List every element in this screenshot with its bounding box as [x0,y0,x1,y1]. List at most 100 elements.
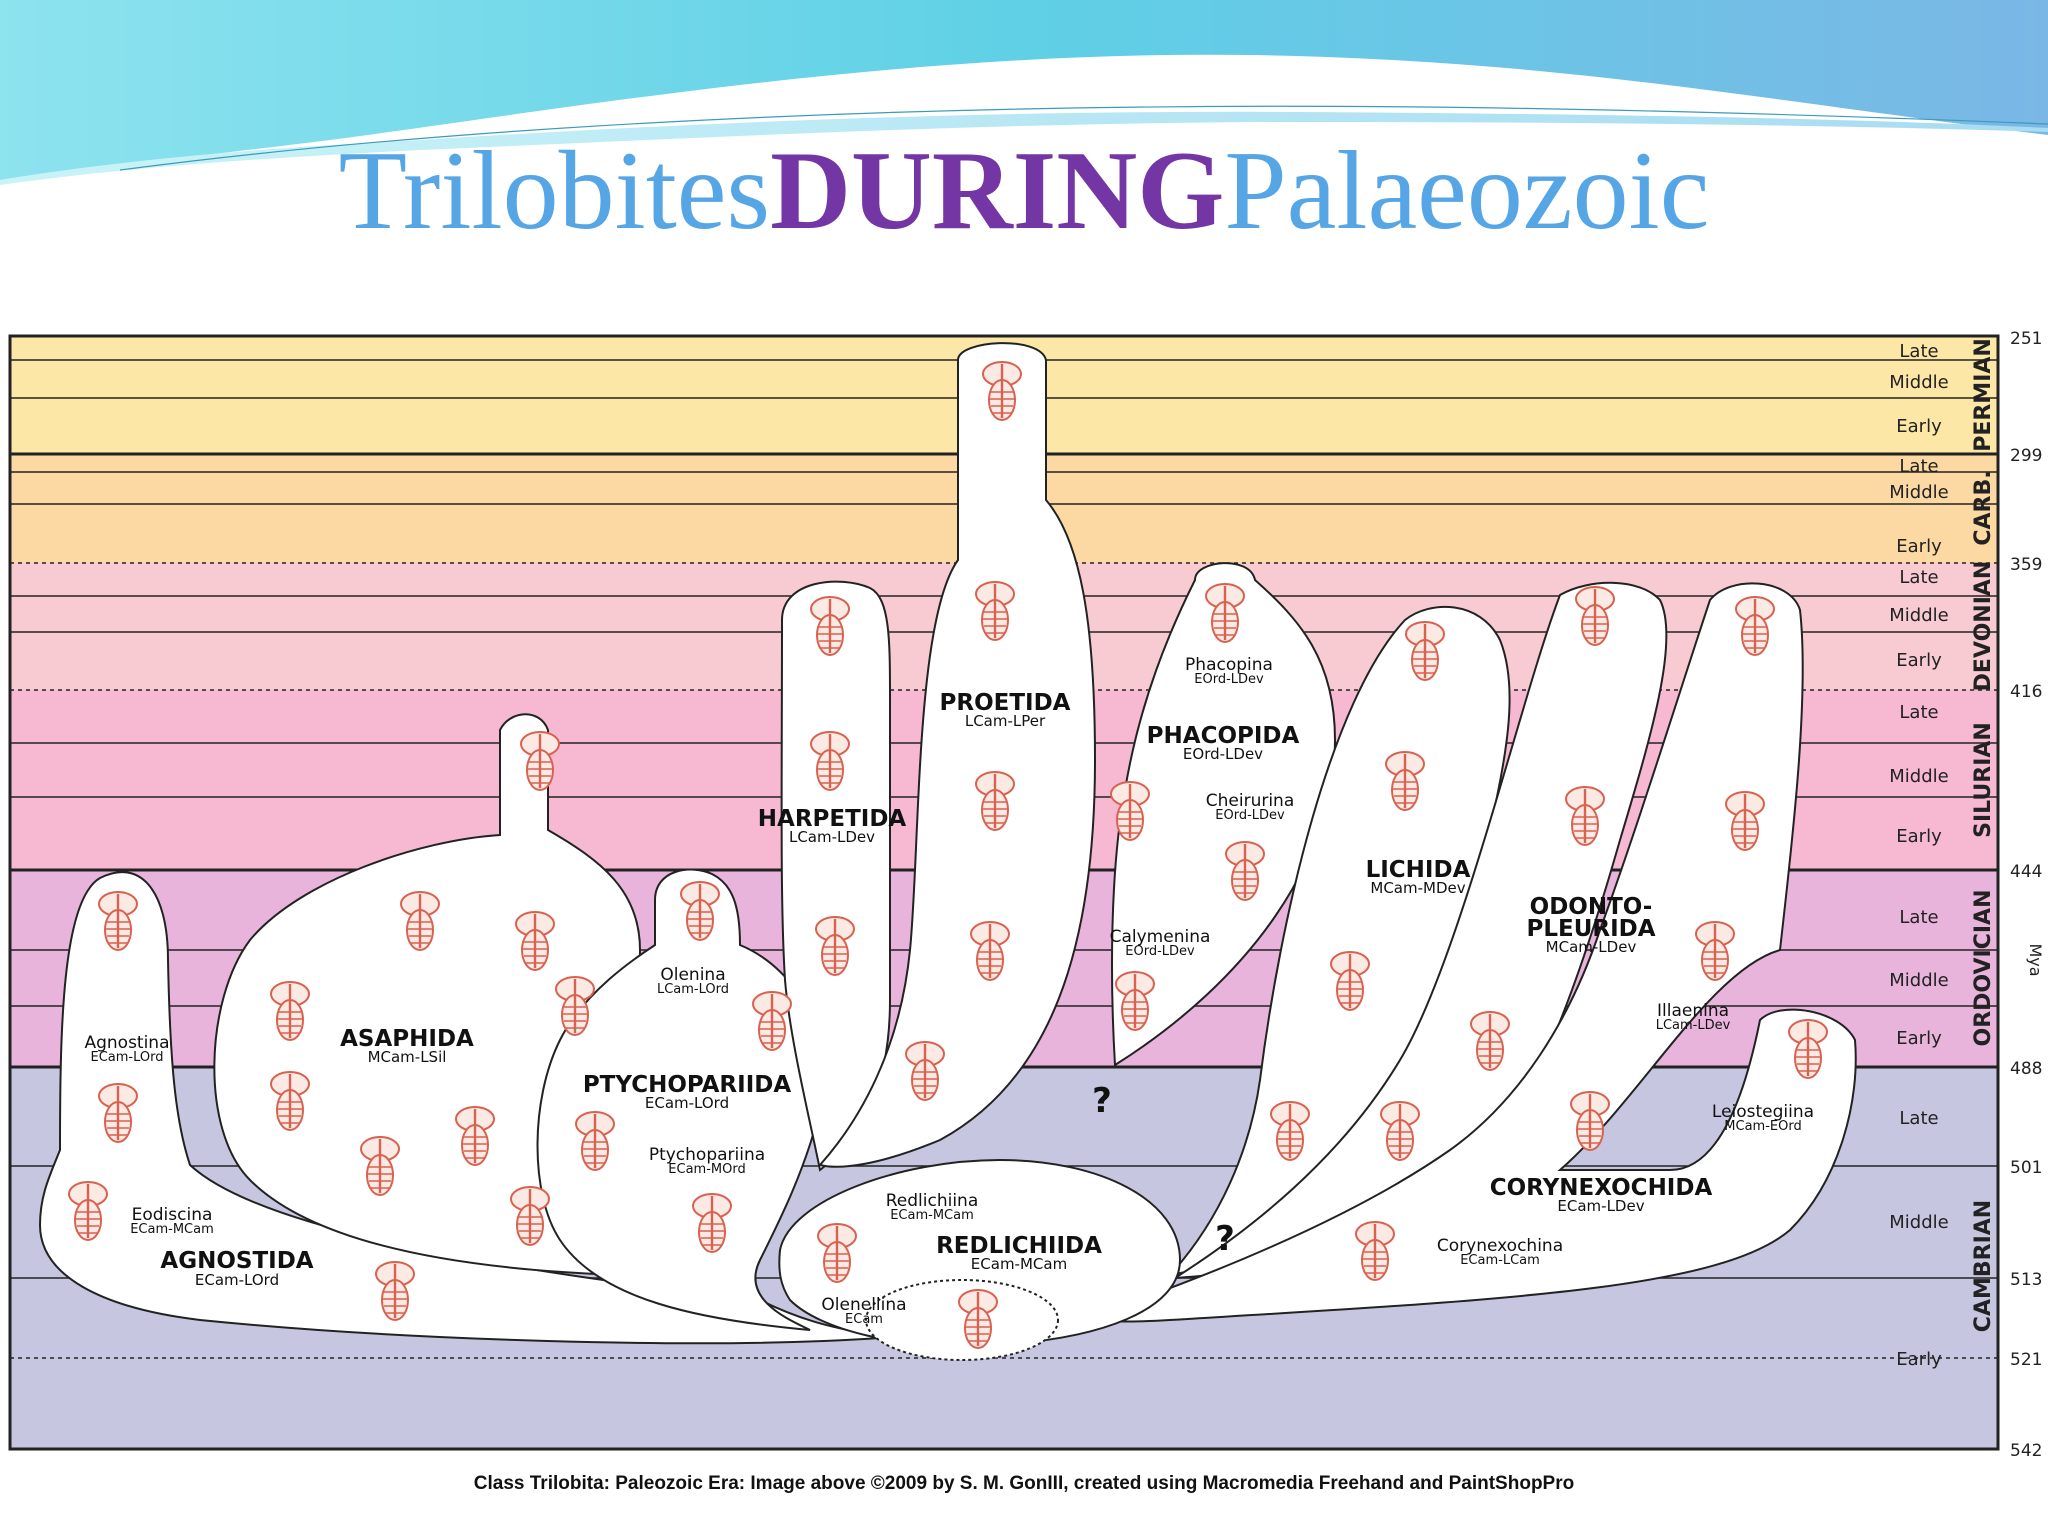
clade-shapes [38,342,1857,1361]
epoch-label: Early [1896,650,1942,671]
epoch-label: Middle [1889,605,1948,626]
suborder-redlichiina-name: Redlichiina [886,1191,979,1211]
proetida-shape [818,342,1097,1168]
order-harpetida-name: HARPETIDA [758,806,907,832]
order-labels: AGNOSTIDA ECam-LOrd ASAPHIDA MCam-LSil P… [160,690,1712,1289]
suborder-leiostegiina-name: Leiostegiina [1712,1102,1814,1122]
suborder-phacopina-range: EOrd-LDev [1194,672,1264,687]
order-agnostida-name: AGNOSTIDA [160,1248,313,1274]
epoch-label: Late [1899,456,1938,477]
mya-tick: 513 [2010,1270,2042,1290]
suborder-agnostina-range: ECam-LOrd [91,1050,164,1065]
suborder-eodiscina-name: Eodiscina [132,1205,213,1225]
period-label: ORDOVICIAN [1971,890,1996,1047]
suborder-olenina-name: Olenina [660,965,725,985]
suborder-phacopina-name: Phacopina [1185,655,1273,675]
ptychopariida-shape [536,868,825,1331]
order-corynexochida-name: CORYNEXOCHIDA [1490,1175,1713,1201]
order-ptychopariida-name: PTYCHOPARIIDA [583,1072,792,1098]
epoch-label: Early [1896,1349,1942,1370]
title-text-1: Trilobites [338,129,771,253]
order-corynexochida-range: ECam-LDev [1557,1197,1644,1215]
epoch-label: Early [1896,536,1942,557]
mya-tick: 488 [2010,1059,2042,1079]
order-lichida-name: LICHIDA [1366,857,1471,883]
epoch-label: Late [1899,567,1938,588]
suborder-calymenina-range: EOrd-LDev [1125,944,1195,959]
epoch-label: Late [1899,1108,1938,1129]
image-caption: Class Trilobita: Paleozoic Era: Image ab… [473,1473,1575,1494]
order-proetida-name: PROETIDA [940,690,1071,716]
suborder-redlichiina-range: ECam-MCam [890,1208,974,1223]
epoch-label: Early [1896,826,1942,847]
order-odontopleurida-range: MCam-LDev [1546,938,1637,956]
suborder-olenellina-range: ECam [845,1312,883,1327]
epoch-label: Late [1899,341,1938,362]
unknown-marks: ? ? [1092,1081,1235,1259]
order-agnostida-range: ECam-LOrd [195,1271,279,1289]
question-mark: ? [1215,1219,1235,1259]
title-text-2: Palaeozoic [1224,129,1710,253]
diagram-frame [8,334,2000,1451]
suborder-cheirurina-name: Cheirurina [1206,791,1295,811]
suborder-calymenina-name: Calymenina [1110,927,1211,947]
wave-banner [0,0,2048,185]
period-label: DEVONIAN [1971,561,1996,692]
epoch-label: Middle [1889,766,1948,787]
period-labels: PERMIAN CARB. DEVONIAN SILURIAN ORDOVICI… [1971,338,1996,1332]
suborder-leiostegiina-range: MCam-EOrd [1724,1119,1801,1134]
title-text-emphasis: DURING [770,129,1225,253]
mya-ticks: 251 299 359 416 444 488 501 513 521 542 [2010,329,2042,1461]
order-phacopida-range: EOrd-LDev [1183,745,1263,763]
period-label: SILURIAN [1971,722,1996,838]
phacopida-shape [1111,562,1337,1067]
epoch-label: Early [1896,416,1942,437]
order-harpetida-range: LCam-LDev [789,828,875,846]
epoch-label: Middle [1889,482,1948,503]
mya-tick: 521 [2010,1350,2042,1370]
epoch-label: Middle [1889,372,1948,393]
mya-tick: 542 [2010,1441,2042,1461]
order-asaphida-name: ASAPHIDA [340,1026,474,1052]
suborder-illaenina-range: LCam-LDev [1656,1018,1731,1033]
suborder-corynexochina-name: Corynexochina [1437,1236,1563,1256]
suborder-ptychopariina-range: ECam-MOrd [668,1162,745,1177]
suborder-labels: Agnostina ECam-LOrd Eodiscina ECam-MCam … [84,655,1814,1327]
period-label: CAMBRIAN [1971,1200,1996,1332]
order-lichida-range: MCam-MDev [1370,879,1465,897]
order-odontopleurida-name-1: ODONTO- [1530,894,1653,920]
suborder-illaenina-name: Illaenina [1657,1001,1729,1021]
period-label: PERMIAN [1971,338,1996,452]
epoch-label: Late [1899,907,1938,928]
mya-tick: 501 [2010,1158,2042,1178]
olenellina-shape [865,1279,1059,1361]
slide-title: Trilobites DURING Palaeozoic [0,126,2048,256]
mya-tick: 444 [2010,862,2042,882]
mya-tick: 416 [2010,682,2042,702]
epoch-labels: Late Middle Early Late Middle Early Late… [1889,341,1948,1370]
suborder-corynexochina-range: ECam-LCam [1460,1253,1540,1268]
period-label: CARB. [1971,470,1996,545]
order-odontopleurida-name-2: PLEURIDA [1526,916,1655,942]
suborder-ptychopariina-name: Ptychopariina [649,1145,765,1165]
suborder-cheirurina-range: EOrd-LDev [1215,808,1285,823]
order-ptychopariida-range: ECam-LOrd [645,1094,729,1112]
mya-tick: 299 [2010,446,2042,466]
suborder-agnostina-name: Agnostina [84,1033,169,1053]
mya-unit-label: Mya [2026,943,2045,976]
order-proetida-range: LCam-LPer [965,712,1046,730]
trilobite-phylogeny-diagram: AGNOSTIDA ECam-LOrd ASAPHIDA MCam-LSil P… [8,329,2045,1461]
epoch-label: Late [1899,702,1938,723]
order-redlichiida-name: REDLICHIIDA [936,1233,1102,1259]
corynexochida-shape [1079,582,1857,1323]
suborder-olenellina-name: Olenellina [821,1295,906,1315]
epoch-label: Middle [1889,1212,1948,1233]
order-phacopida-name: PHACOPIDA [1147,723,1300,749]
mya-tick: 251 [2010,329,2042,349]
suborder-olenina-range: LCam-LOrd [657,982,729,997]
order-asaphida-range: MCam-LSil [368,1048,447,1066]
epoch-label: Middle [1889,970,1948,991]
suborder-eodiscina-range: ECam-MCam [130,1222,214,1237]
mya-tick: 359 [2010,555,2042,575]
order-redlichiida-range: ECam-MCam [971,1255,1067,1273]
